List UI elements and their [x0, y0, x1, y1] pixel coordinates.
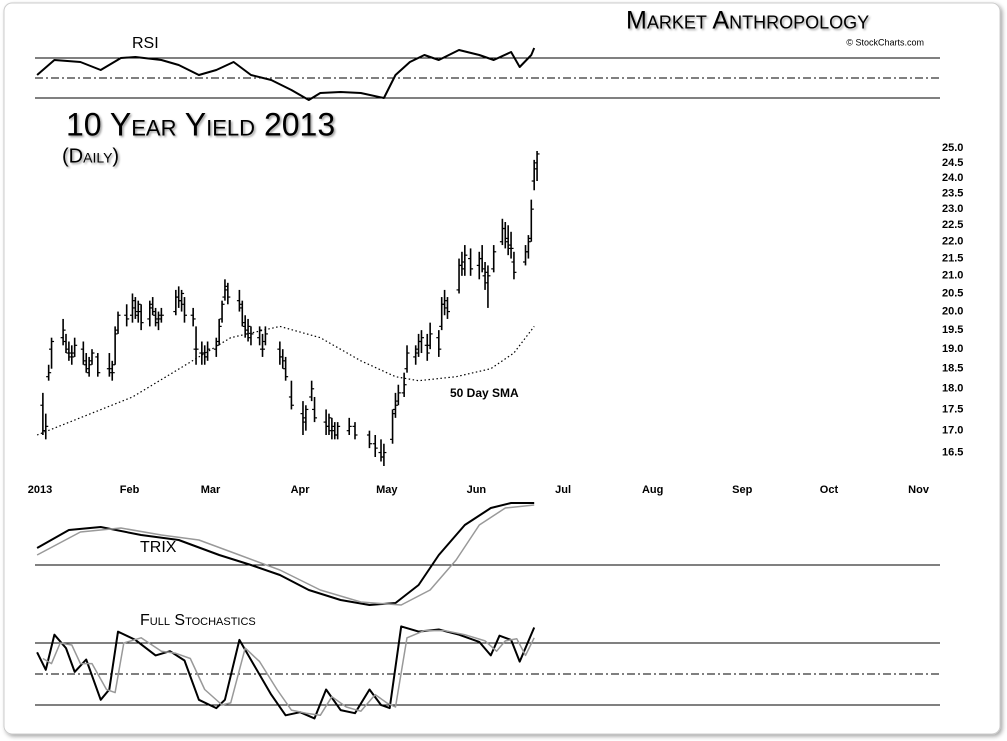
series-line	[42, 629, 535, 717]
y-tick-label: 18.5	[942, 363, 963, 375]
series-line	[36, 625, 536, 720]
y-tick-label: 23.0	[942, 203, 963, 215]
x-tick-label: 2013	[28, 484, 52, 496]
series-line	[36, 47, 536, 101]
y-tick-label: 19.5	[942, 324, 963, 336]
x-tick-label: Nov	[908, 484, 930, 496]
y-tick-label: 21.0	[942, 270, 963, 282]
x-tick-label: Apr	[291, 484, 311, 496]
x-tick-label: Sep	[732, 484, 752, 496]
x-tick-label: Jul	[555, 484, 571, 496]
panel-title: TRIX	[140, 539, 177, 556]
y-tick-label: 24.0	[942, 172, 963, 184]
y-tick-label: 20.0	[942, 305, 963, 317]
y-tick-label: 20.5	[942, 287, 963, 299]
x-tick-label: Oct	[820, 484, 839, 496]
y-tick-label: 23.5	[942, 187, 963, 199]
y-tick-label: 25.0	[942, 142, 963, 154]
y-tick-label: 17.5	[942, 403, 963, 415]
frame	[3, 2, 1001, 735]
y-tick-label: 18.0	[942, 383, 963, 395]
x-tick-label: Mar	[201, 484, 221, 496]
x-tick-label: Jun	[467, 484, 487, 496]
y-tick-label: 17.0	[942, 425, 963, 437]
y-tick-label: 24.5	[942, 157, 963, 169]
x-tick-label: Aug	[642, 484, 663, 496]
x-tick-label: Feb	[120, 484, 140, 496]
y-tick-label: 22.5	[942, 219, 963, 231]
credit: © StockCharts.com	[846, 37, 924, 47]
series-line	[36, 502, 535, 606]
chart-title: 10 Year Yield 2013	[66, 106, 335, 142]
chart-subtitle: (Daily)	[62, 145, 119, 167]
y-tick-label: 16.5	[942, 446, 963, 458]
series-line	[36, 325, 535, 436]
y-tick-label: 21.5	[942, 252, 963, 264]
sma-label: 50 Day SMA	[450, 386, 519, 400]
y-tick-label: 19.0	[942, 343, 963, 355]
series-line	[36, 504, 535, 606]
brand: Market Anthropology	[626, 7, 869, 35]
x-tick-label: May	[376, 484, 398, 496]
panel-title: RSI	[132, 35, 159, 52]
panel-title: Full Stochastics	[140, 612, 256, 629]
y-tick-label: 22.0	[942, 236, 963, 248]
